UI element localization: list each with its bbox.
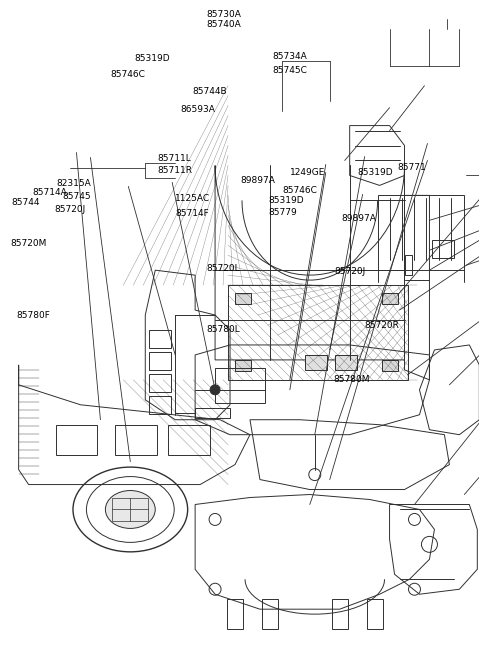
Text: 86593A: 86593A [180, 105, 215, 114]
Text: 85711R: 85711R [157, 166, 192, 175]
Text: 89897A: 89897A [342, 214, 377, 223]
Text: 85771: 85771 [397, 163, 426, 172]
Text: 85711L: 85711L [157, 154, 191, 163]
Bar [305, 355, 327, 370]
Text: 85720J: 85720J [55, 205, 86, 214]
Text: 1125AC: 1125AC [175, 194, 210, 203]
Bar [382, 293, 397, 304]
Circle shape [210, 385, 220, 395]
Text: 85745C: 85745C [272, 66, 307, 75]
Text: 85720L: 85720L [206, 264, 240, 272]
Text: 85744: 85744 [12, 198, 40, 207]
Bar [149, 352, 171, 370]
Bar [215, 368, 265, 403]
Bar [168, 424, 210, 455]
Text: 85744B: 85744B [192, 87, 227, 96]
Text: 1249GE: 1249GE [290, 168, 325, 177]
Text: 85319D: 85319D [268, 196, 303, 205]
Text: 85779: 85779 [268, 208, 297, 217]
Text: 85780F: 85780F [17, 310, 50, 320]
Text: 85714F: 85714F [175, 209, 209, 218]
Text: 85780M: 85780M [334, 375, 370, 384]
Bar [235, 293, 251, 304]
Text: 85734A: 85734A [272, 52, 307, 62]
Bar [149, 330, 171, 348]
Bar [149, 374, 171, 392]
Bar [227, 599, 243, 629]
Bar [262, 599, 278, 629]
Bar [195, 408, 230, 418]
Ellipse shape [106, 491, 155, 529]
Text: 89897A: 89897A [240, 176, 275, 185]
Text: 85714A: 85714A [33, 188, 67, 197]
Text: 85720M: 85720M [11, 238, 47, 248]
Text: 85720J: 85720J [335, 267, 366, 276]
Bar [432, 240, 455, 258]
Bar [235, 360, 251, 371]
Text: 85746C: 85746C [110, 70, 145, 79]
Bar [382, 360, 397, 371]
Text: 85720R: 85720R [365, 320, 399, 329]
Text: 85730A: 85730A [206, 10, 241, 20]
Text: 85746C: 85746C [282, 186, 317, 195]
Bar [367, 599, 383, 629]
Bar [56, 424, 97, 455]
Text: 82315A: 82315A [57, 179, 91, 188]
Text: 85745: 85745 [62, 192, 91, 201]
Text: 85319D: 85319D [134, 54, 170, 64]
Bar [115, 424, 157, 455]
Text: 85740A: 85740A [207, 20, 241, 29]
Bar [335, 355, 357, 370]
Bar [149, 396, 171, 414]
Bar [332, 599, 348, 629]
Text: 85780L: 85780L [206, 326, 240, 335]
Text: 85319D: 85319D [358, 168, 393, 177]
Bar [405, 255, 412, 275]
